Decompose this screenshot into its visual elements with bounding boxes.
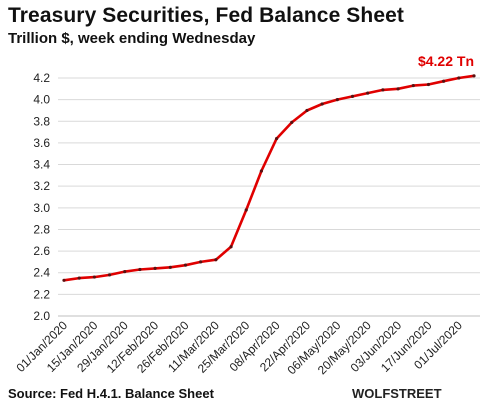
data-point [62,278,66,282]
y-tick-label: 4.0 [33,93,50,107]
data-point [214,258,218,262]
y-tick-label: 3.0 [33,201,50,215]
data-point [77,276,81,280]
series-line [63,74,475,282]
data-point [350,94,355,98]
data-point [442,79,446,83]
source-note: Source: Fed H.4.1. Balance Sheet [8,386,214,401]
y-tick-label: 2.4 [33,266,50,280]
data-point [305,108,309,113]
data-point [426,82,431,87]
data-point [396,87,400,91]
data-point [199,260,203,264]
data-point [366,91,370,95]
data-point [153,266,157,270]
y-tick-label: 3.8 [33,114,50,128]
data-point [244,208,248,212]
data-point [229,245,233,249]
data-point [411,83,415,88]
y-tick-label: 2.0 [33,309,50,323]
data-point [92,275,96,279]
data-point [472,74,476,78]
data-point [320,102,324,106]
data-point [107,273,112,277]
y-tick-label: 2.6 [33,244,50,258]
data-point [123,270,127,274]
y-tick-label: 3.4 [33,158,50,172]
data-point [259,169,264,173]
data-point [335,98,339,102]
data-point [183,263,188,267]
data-point [274,136,279,141]
chart-title: Treasury Securities, Fed Balance Sheet [8,4,404,27]
watermark-logo: WOLFSTREET [352,386,442,401]
data-point [290,120,294,124]
data-point [381,88,385,92]
y-tick-label: 3.2 [33,179,50,193]
data-point [168,265,172,269]
chart-subtitle: Trillion $, week ending Wednesday [8,30,256,47]
y-tick-label: 4.2 [33,71,50,85]
end-value-label: $4.22 Tn [418,53,474,69]
data-point [457,76,461,80]
y-tick-label: 3.6 [33,136,50,150]
y-tick-label: 2.2 [33,287,50,301]
y-tick-label: 2.8 [33,222,50,236]
data-point [138,267,142,272]
